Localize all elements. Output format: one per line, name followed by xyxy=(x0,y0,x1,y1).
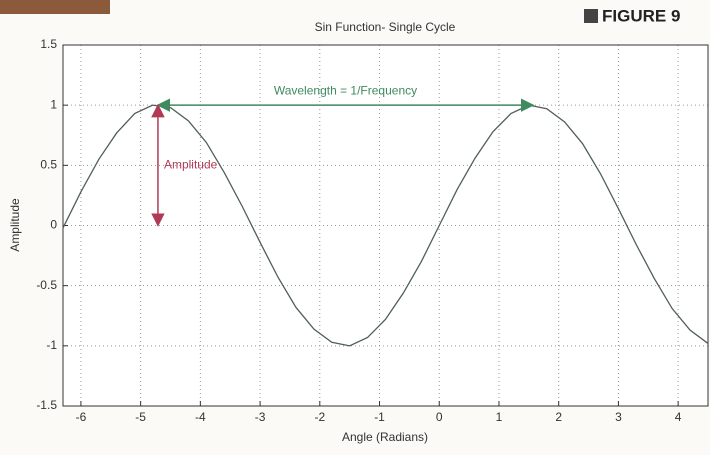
y-tick-label: 0.5 xyxy=(40,158,57,172)
chart-title: Sin Function- Single Cycle xyxy=(315,20,456,34)
chart: FIGURE 9 Sin Function- Single Cycle Angl… xyxy=(0,0,710,450)
y-tick-label: 0 xyxy=(50,218,57,232)
x-tick-label: 2 xyxy=(555,410,562,424)
y-axis-label: Amplitude xyxy=(8,198,22,252)
x-tick-label: -4 xyxy=(195,410,206,424)
x-tick-label: -5 xyxy=(135,410,146,424)
y-tick-label: 1 xyxy=(50,97,57,111)
y-tick-label: -1 xyxy=(46,338,57,352)
x-tick-label: -2 xyxy=(314,410,325,424)
y-tick-label: 1.5 xyxy=(40,37,57,51)
figure-label: FIGURE 9 xyxy=(602,6,680,25)
figure-square xyxy=(584,9,598,23)
x-tick-label: -6 xyxy=(76,410,87,424)
x-tick-label: -1 xyxy=(374,410,385,424)
x-axis-label: Angle (Radians) xyxy=(342,430,428,444)
annotation-text: Wavelength = 1/Frequency xyxy=(274,83,417,97)
x-tick-label: 1 xyxy=(496,410,503,424)
x-tick-label: 0 xyxy=(436,410,443,424)
x-tick-label: -3 xyxy=(255,410,266,424)
photo-fragment xyxy=(0,0,110,14)
x-tick-label: 3 xyxy=(615,410,622,424)
x-tick-label: 4 xyxy=(675,410,682,424)
y-tick-label: -1.5 xyxy=(36,398,57,412)
annotation-text: Amplitude xyxy=(164,158,218,172)
y-tick-label: -0.5 xyxy=(36,278,57,292)
